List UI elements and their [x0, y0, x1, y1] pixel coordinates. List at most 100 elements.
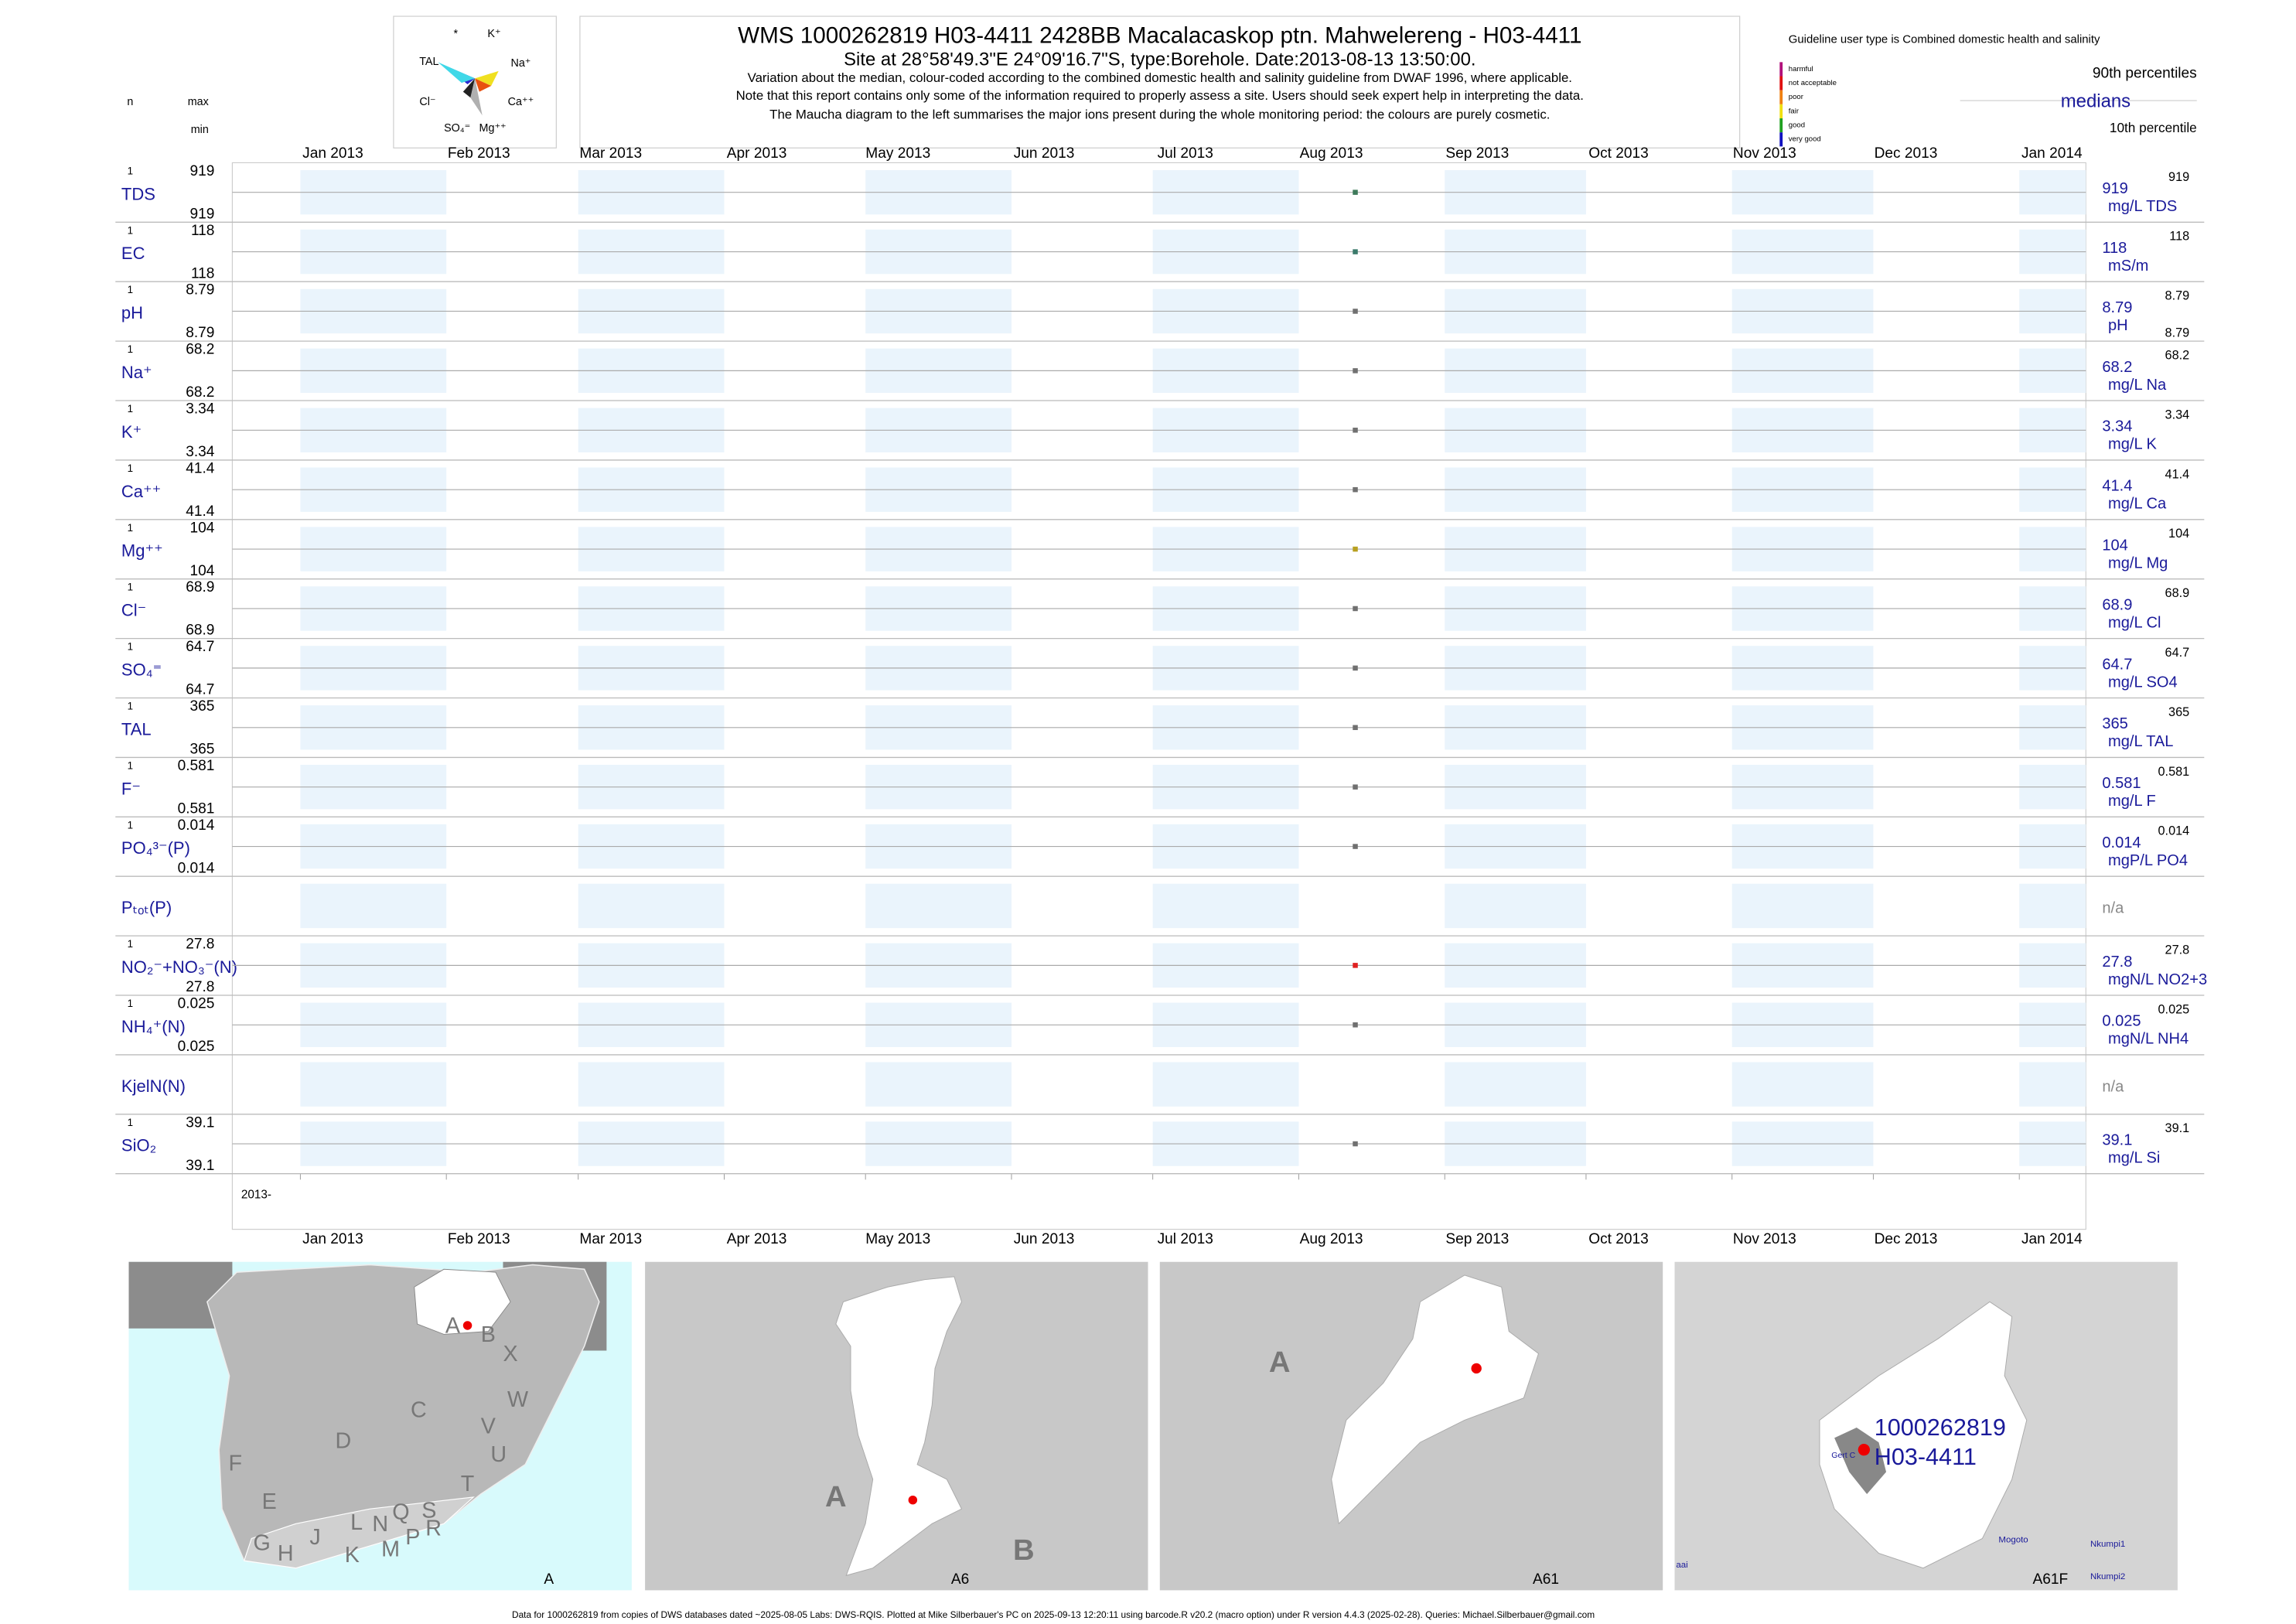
map-label: J [309, 1525, 320, 1550]
row-max: 0.581 [178, 758, 215, 774]
row-unit: mg/L F [2108, 793, 2156, 810]
column-n: n [127, 96, 133, 108]
maucha-label: SO₄⁼ [444, 122, 470, 135]
row-p90: 0.025 [2158, 1002, 2190, 1016]
map-place: Nkumpi1 [2090, 1540, 2125, 1549]
row-n: 1 [128, 582, 133, 593]
map-caption: A [544, 1571, 554, 1588]
map-label: Q [392, 1499, 409, 1524]
parameter-label: Ca⁺⁺ [121, 482, 161, 501]
row-p90: 104 [2168, 527, 2189, 541]
maucha-label: Cl⁻ [419, 96, 435, 108]
row-median: 68.9 [2102, 596, 2132, 613]
guideline-swatch [1779, 62, 1783, 77]
legend-p10: 10th percentile [2110, 120, 2197, 135]
row-min: 0.025 [178, 1039, 215, 1055]
legend-median: medians [2061, 90, 2131, 111]
row-max: 41.4 [186, 460, 215, 476]
month-label-top: Sep 2013 [1445, 145, 1509, 162]
map-a6 [645, 1261, 1148, 1591]
month-label-top: Nov 2013 [1733, 145, 1796, 162]
map-label: F [228, 1451, 242, 1476]
row-n: 1 [128, 224, 133, 236]
parameter-label: pH [121, 303, 143, 322]
sample-dot [1353, 1141, 1358, 1147]
row-unit: mg/L Na [2108, 377, 2167, 394]
row-median: 64.7 [2102, 656, 2132, 673]
column-min: min [191, 124, 209, 136]
map-label: D [336, 1429, 352, 1454]
guideline-class: poor [1789, 93, 1804, 101]
map-place: aai [1676, 1561, 1687, 1570]
month-label-top: Jan 2014 [2021, 145, 2083, 162]
row-min: 8.79 [186, 325, 214, 341]
row-min: 27.8 [186, 979, 214, 995]
row-p10: 8.79 [2165, 326, 2190, 339]
plot-frame [231, 162, 2086, 1230]
row-unit: mg/L Mg [2108, 555, 2168, 572]
row-n: 1 [128, 403, 133, 415]
sample-dot [1353, 784, 1358, 790]
row-n: 1 [128, 759, 133, 771]
guideline-class: very good [1789, 135, 1821, 144]
month-label-top: Jun 2013 [1014, 145, 1075, 162]
row-n: 1 [128, 284, 133, 295]
map-label: X [503, 1342, 517, 1366]
month-label-bottom: Apr 2013 [727, 1231, 787, 1247]
map-label: B [481, 1322, 496, 1347]
month-shade [1152, 883, 1299, 929]
row-max: 3.34 [186, 401, 215, 418]
month-shade [1152, 1062, 1299, 1107]
row-unit: mg/L Cl [2108, 614, 2161, 631]
row-p90: 919 [2168, 170, 2189, 184]
title-box [579, 15, 1741, 148]
row-max: 68.2 [186, 342, 214, 358]
guideline-swatch [1779, 104, 1783, 119]
row-median: 0.014 [2102, 834, 2141, 851]
guideline-swatch [1779, 90, 1783, 104]
sample-dot [1353, 665, 1358, 671]
row-p90: 39.1 [2165, 1121, 2190, 1135]
parameter-label: Na⁺ [121, 363, 152, 382]
row-median: 118 [2102, 240, 2127, 257]
month-label-bottom: Aug 2013 [1300, 1231, 1363, 1247]
row-unit: mgN/L NO2+3 [2108, 971, 2207, 988]
row-n: 1 [128, 165, 133, 176]
row-min: 3.34 [186, 444, 215, 460]
sample-dot [1353, 249, 1358, 254]
map-label: K [345, 1543, 360, 1568]
sample-dot [1353, 1022, 1358, 1028]
row-n: 1 [128, 641, 133, 653]
row-n: 1 [128, 998, 133, 1009]
parameter-label: NH₄⁺(N) [121, 1017, 186, 1036]
month-shade [2019, 1062, 2086, 1107]
row-min: 0.581 [178, 800, 215, 817]
sample-dot [1353, 428, 1358, 433]
row-p90: 41.4 [2165, 467, 2190, 481]
map-label: R [425, 1517, 442, 1541]
row-unit: mg/L SO4 [2108, 674, 2178, 691]
parameter-label: EC [121, 244, 145, 263]
map-label: C [411, 1398, 427, 1423]
month-label-bottom: Jan 2014 [2021, 1231, 2083, 1247]
row-median: 39.1 [2102, 1132, 2132, 1149]
note: The Maucha diagram to the left summarise… [769, 107, 1550, 122]
row-max: 104 [190, 520, 215, 536]
map-label: E [262, 1489, 277, 1514]
map-a61 [1159, 1261, 1663, 1591]
map-south-africa [128, 1261, 632, 1591]
month-label-top: Jan 2013 [302, 145, 363, 162]
parameter-label: SiO₂ [121, 1136, 156, 1155]
subtitle: Site at 28°58'49.3"E 24°09'16.7"S, type:… [844, 49, 1476, 70]
maucha-diagram [438, 62, 499, 116]
row-min: 41.4 [186, 503, 215, 520]
map-label: S [421, 1499, 436, 1523]
map-caption: A61F [2033, 1571, 2069, 1588]
row-n: 1 [128, 343, 133, 355]
map-label: H [278, 1541, 294, 1566]
parameter-label: Mg⁺⁺ [121, 541, 163, 561]
year-label: 2013- [241, 1189, 271, 1202]
month-label-bottom: Mar 2013 [579, 1231, 642, 1247]
month-label-top: Mar 2013 [579, 145, 642, 162]
